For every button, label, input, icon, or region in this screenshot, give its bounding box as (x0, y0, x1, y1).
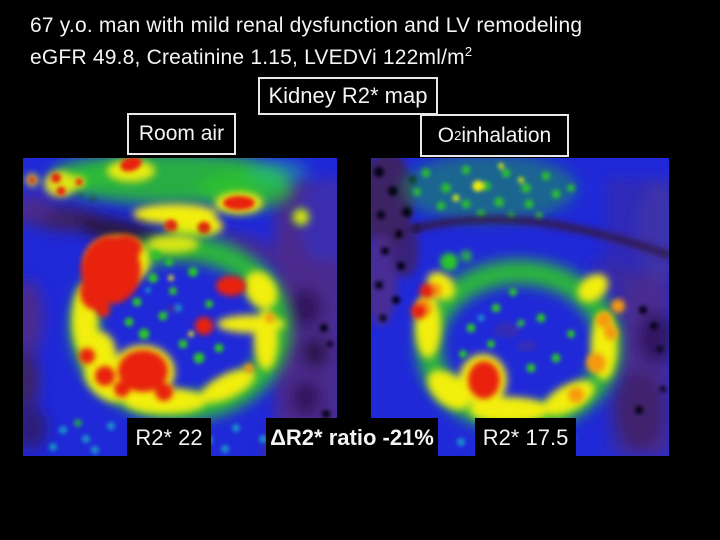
o2-inhalation-heatmap (361, 150, 685, 456)
r2-value-o2: R2* 17.5 (475, 418, 576, 458)
o2-label-subscript: 2 (454, 128, 462, 143)
room-air-heatmap (13, 152, 351, 466)
o2-label-prefix: O (437, 123, 455, 147)
case-details-text: eGFR 49.8, Creatinine 1.15, LVEDVi 122ml… (30, 46, 465, 69)
o2-label-rest: inhalation (461, 123, 552, 147)
case-details: eGFR 49.8, Creatinine 1.15, LVEDVi 122ml… (30, 44, 472, 70)
case-details-superscript: 2 (464, 44, 473, 59)
map-title-label: Kidney R2* map (268, 83, 428, 108)
r2-value-room-air: R2* 22 (127, 418, 211, 458)
room-air-label: Room air (138, 122, 225, 145)
map-title-box: Kidney R2* map (258, 77, 438, 115)
case-title: 67 y.o. man with mild renal dysfunction … (30, 14, 583, 37)
delta-r2-ratio: ΔR2* ratio -21% (266, 418, 438, 458)
room-air-box: Room air (127, 113, 236, 155)
o2-inhalation-r2-map-image (361, 150, 685, 456)
room-air-r2-map-image (13, 152, 351, 466)
